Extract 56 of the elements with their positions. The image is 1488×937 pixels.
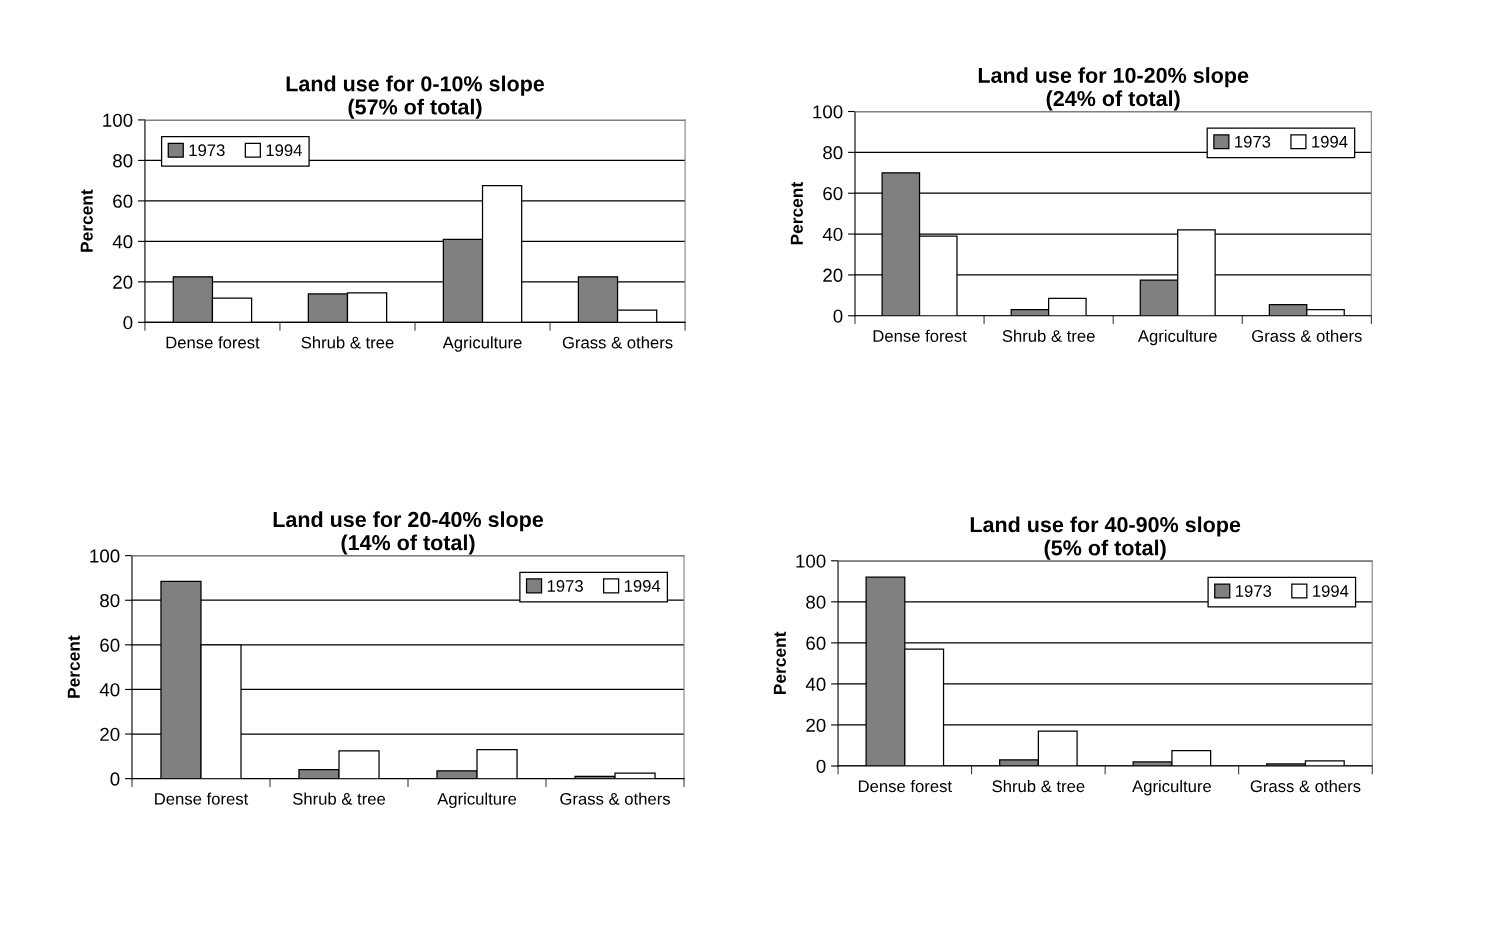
legend-label: 1994 [266, 144, 302, 157]
chart-title: Land use for 10-20% slope (24% of total) [978, 67, 1249, 111]
y-tick-label: 40 [822, 227, 843, 242]
legend-label: 1973 [1236, 585, 1272, 597]
x-tick-label: Grass & others [560, 792, 670, 805]
y-tick-label: 0 [123, 316, 133, 330]
x-tick-label: Agriculture [442, 336, 522, 352]
y-tick-label: 100 [813, 105, 843, 119]
y-axis-title: Percent [67, 635, 80, 698]
x-tick-label: Shrub & tree [992, 779, 1085, 793]
chart-title: Land use for 20-40% slope (14% of total) [273, 511, 544, 555]
y-tick-label: 100 [103, 113, 133, 127]
y-axis-title: Percent [773, 631, 786, 695]
legend-label: 1973 [1235, 135, 1271, 148]
x-tick-label: Dense forest [155, 792, 249, 805]
x-tick-label: Shrub & tree [301, 336, 394, 349]
x-tick-label: Grass & others [562, 336, 673, 349]
y-tick-label: 0 [110, 772, 120, 786]
legend-label: 1973 [189, 144, 225, 157]
y-axis-title: Percent [80, 189, 93, 252]
y-tick-label: 60 [113, 194, 133, 208]
x-tick-label: Agriculture [1137, 329, 1217, 346]
y-axis-title: Percent [790, 182, 803, 245]
y-tick-label: 80 [113, 154, 133, 168]
x-tick-label: Shrub & tree [292, 792, 386, 805]
y-tick-label: 20 [100, 727, 120, 742]
x-tick-label: Dense forest [166, 336, 260, 349]
y-tick-label: 100 [90, 549, 120, 563]
y-tick-label: 40 [112, 235, 133, 249]
y-tick-label: 0 [833, 309, 843, 323]
y-tick-label: 40 [805, 677, 826, 691]
y-tick-label: 60 [806, 636, 826, 650]
y-tick-label: 80 [100, 593, 120, 608]
y-tick-label: 20 [806, 718, 826, 732]
x-tick-label: Grass & others [1250, 779, 1361, 793]
y-tick-label: 0 [816, 759, 826, 773]
legend-label: 1994 [1312, 135, 1348, 148]
y-tick-label: 60 [100, 638, 120, 652]
y-tick-label: 60 [823, 186, 843, 201]
legend-label: 1994 [624, 580, 661, 592]
x-tick-label: Dense forest [858, 779, 952, 793]
x-tick-label: Grass & others [1252, 329, 1362, 342]
x-tick-label: Agriculture [437, 792, 517, 809]
y-tick-label: 80 [823, 146, 843, 160]
legend-label: 1994 [1313, 585, 1349, 597]
y-tick-label: 20 [823, 268, 843, 282]
x-tick-label: Agriculture [1132, 779, 1211, 796]
chart-title: Land use for 0-10% slope (57% of total) [286, 75, 545, 119]
chart-title: Land use for 40-90% slope (5% of total) [970, 516, 1241, 560]
y-tick-label: 40 [99, 683, 120, 697]
y-tick-label: 20 [113, 275, 133, 289]
y-tick-label: 100 [796, 554, 826, 568]
x-tick-label: Dense forest [873, 329, 967, 342]
legend-label: 1973 [547, 580, 583, 592]
x-tick-label: Shrub & tree [1002, 329, 1095, 342]
y-tick-label: 80 [806, 595, 826, 609]
